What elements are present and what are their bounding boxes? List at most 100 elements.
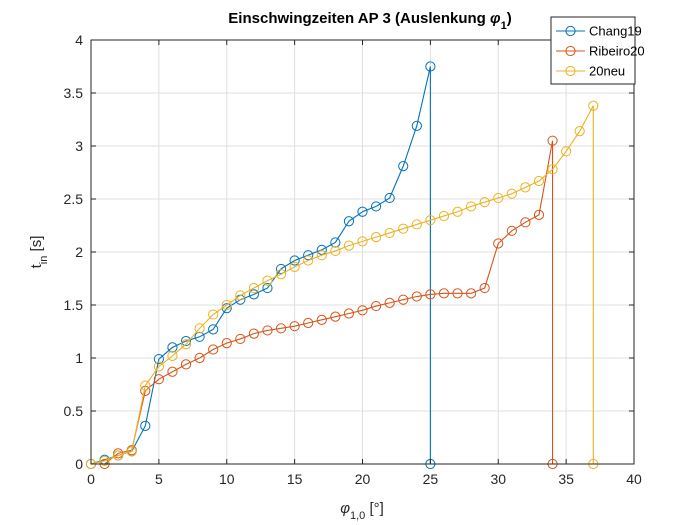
data-point	[520, 217, 531, 228]
y-tick-label: 1	[75, 350, 83, 366]
x-axis-label: φ1,0 [°]	[340, 500, 384, 522]
data-point	[153, 374, 164, 385]
legend-marker	[565, 65, 576, 77]
data-point	[248, 328, 259, 339]
data-point	[357, 236, 368, 247]
data-point	[438, 288, 450, 299]
chart-title: Einschwingzeiten AP 3 (Auslenkung φ1)	[228, 10, 511, 32]
data-point	[262, 325, 273, 336]
data-point	[398, 294, 409, 305]
data-point	[248, 289, 259, 300]
data-point	[370, 201, 382, 212]
data-point	[466, 201, 477, 212]
data-point	[303, 317, 314, 329]
data-point	[343, 216, 355, 227]
series-line	[104, 140, 554, 465]
series-line	[90, 66, 431, 465]
x-tick-label: 5	[155, 471, 163, 487]
data-point	[99, 455, 110, 466]
data-point	[343, 308, 355, 319]
data-point	[235, 333, 246, 345]
legend-label: Chang19	[589, 24, 642, 39]
data-point	[262, 282, 273, 294]
ticks: 0 5 10 15 20 25 30 35 40 0 0.5 1 1.5 2 2.5 3 3.5 4	[64, 32, 642, 487]
y-tick-label: 3	[75, 138, 83, 154]
data-point	[370, 232, 382, 243]
data-point	[180, 339, 192, 350]
data-point	[357, 305, 368, 316]
y-tick-label: 3.5	[64, 85, 84, 101]
data-point	[384, 227, 395, 239]
data-point	[438, 210, 450, 222]
data-point	[316, 244, 327, 255]
data-point	[343, 240, 355, 251]
x-tick-label: 0	[87, 471, 95, 487]
data-point	[140, 420, 151, 431]
legend-entry: 20neu	[556, 64, 625, 79]
data-point	[303, 255, 314, 266]
data-point	[452, 206, 463, 217]
data-point	[275, 323, 287, 334]
data-point	[506, 225, 517, 236]
legend: Chang19 Ribeiro20 20neu	[550, 16, 645, 85]
data-point	[411, 291, 422, 302]
data-point	[466, 288, 477, 299]
x-tick-label: 20	[355, 471, 371, 487]
y-tick-label: 4	[75, 32, 83, 48]
data-point	[126, 446, 137, 457]
data-point	[153, 353, 164, 365]
data-point	[262, 275, 273, 286]
data-point	[221, 299, 232, 311]
legend-marker	[565, 45, 576, 57]
x-tick-label: 25	[423, 471, 439, 487]
y-tick-label: 2	[75, 244, 83, 260]
x-tick-label: 10	[219, 471, 235, 487]
data-point	[153, 361, 164, 372]
data-point	[235, 290, 246, 301]
series-ribeiro20	[99, 135, 558, 470]
data-point	[493, 238, 504, 249]
data-point	[167, 350, 178, 361]
data-point	[208, 324, 219, 335]
data-point	[479, 197, 490, 208]
data-point	[425, 289, 436, 300]
data-point	[357, 206, 368, 217]
data-point	[561, 146, 572, 157]
data-point	[194, 331, 205, 342]
data-point	[113, 450, 124, 461]
data-point	[140, 380, 151, 391]
data-point	[479, 282, 490, 294]
y-tick-label: 1.5	[64, 297, 84, 313]
data-point	[330, 311, 341, 322]
data-point	[194, 352, 205, 364]
series-layer	[85, 61, 599, 470]
data-point	[330, 245, 341, 257]
x-tick-label: 15	[287, 471, 303, 487]
data-point	[425, 61, 436, 72]
data-point	[398, 223, 409, 234]
data-point	[275, 269, 287, 280]
legend-entry: Ribeiro20	[556, 44, 645, 59]
legend-entry: Chang19	[556, 24, 642, 39]
data-point	[588, 100, 599, 111]
data-point	[248, 282, 259, 294]
data-point	[533, 175, 545, 187]
data-point	[411, 120, 422, 131]
legend-label: 20neu	[589, 64, 625, 79]
data-point	[167, 366, 178, 377]
data-point	[180, 359, 192, 370]
data-point	[547, 164, 558, 175]
data-point	[574, 126, 585, 137]
data-point	[275, 263, 287, 275]
data-point	[533, 209, 545, 220]
data-point	[167, 342, 178, 353]
data-point	[208, 344, 219, 355]
series-20neu	[85, 100, 599, 470]
data-point	[370, 300, 382, 312]
data-point	[289, 261, 300, 272]
data-point	[398, 161, 409, 172]
data-point	[289, 255, 300, 266]
data-point	[384, 297, 395, 308]
y-tick-label: 0	[75, 456, 83, 472]
